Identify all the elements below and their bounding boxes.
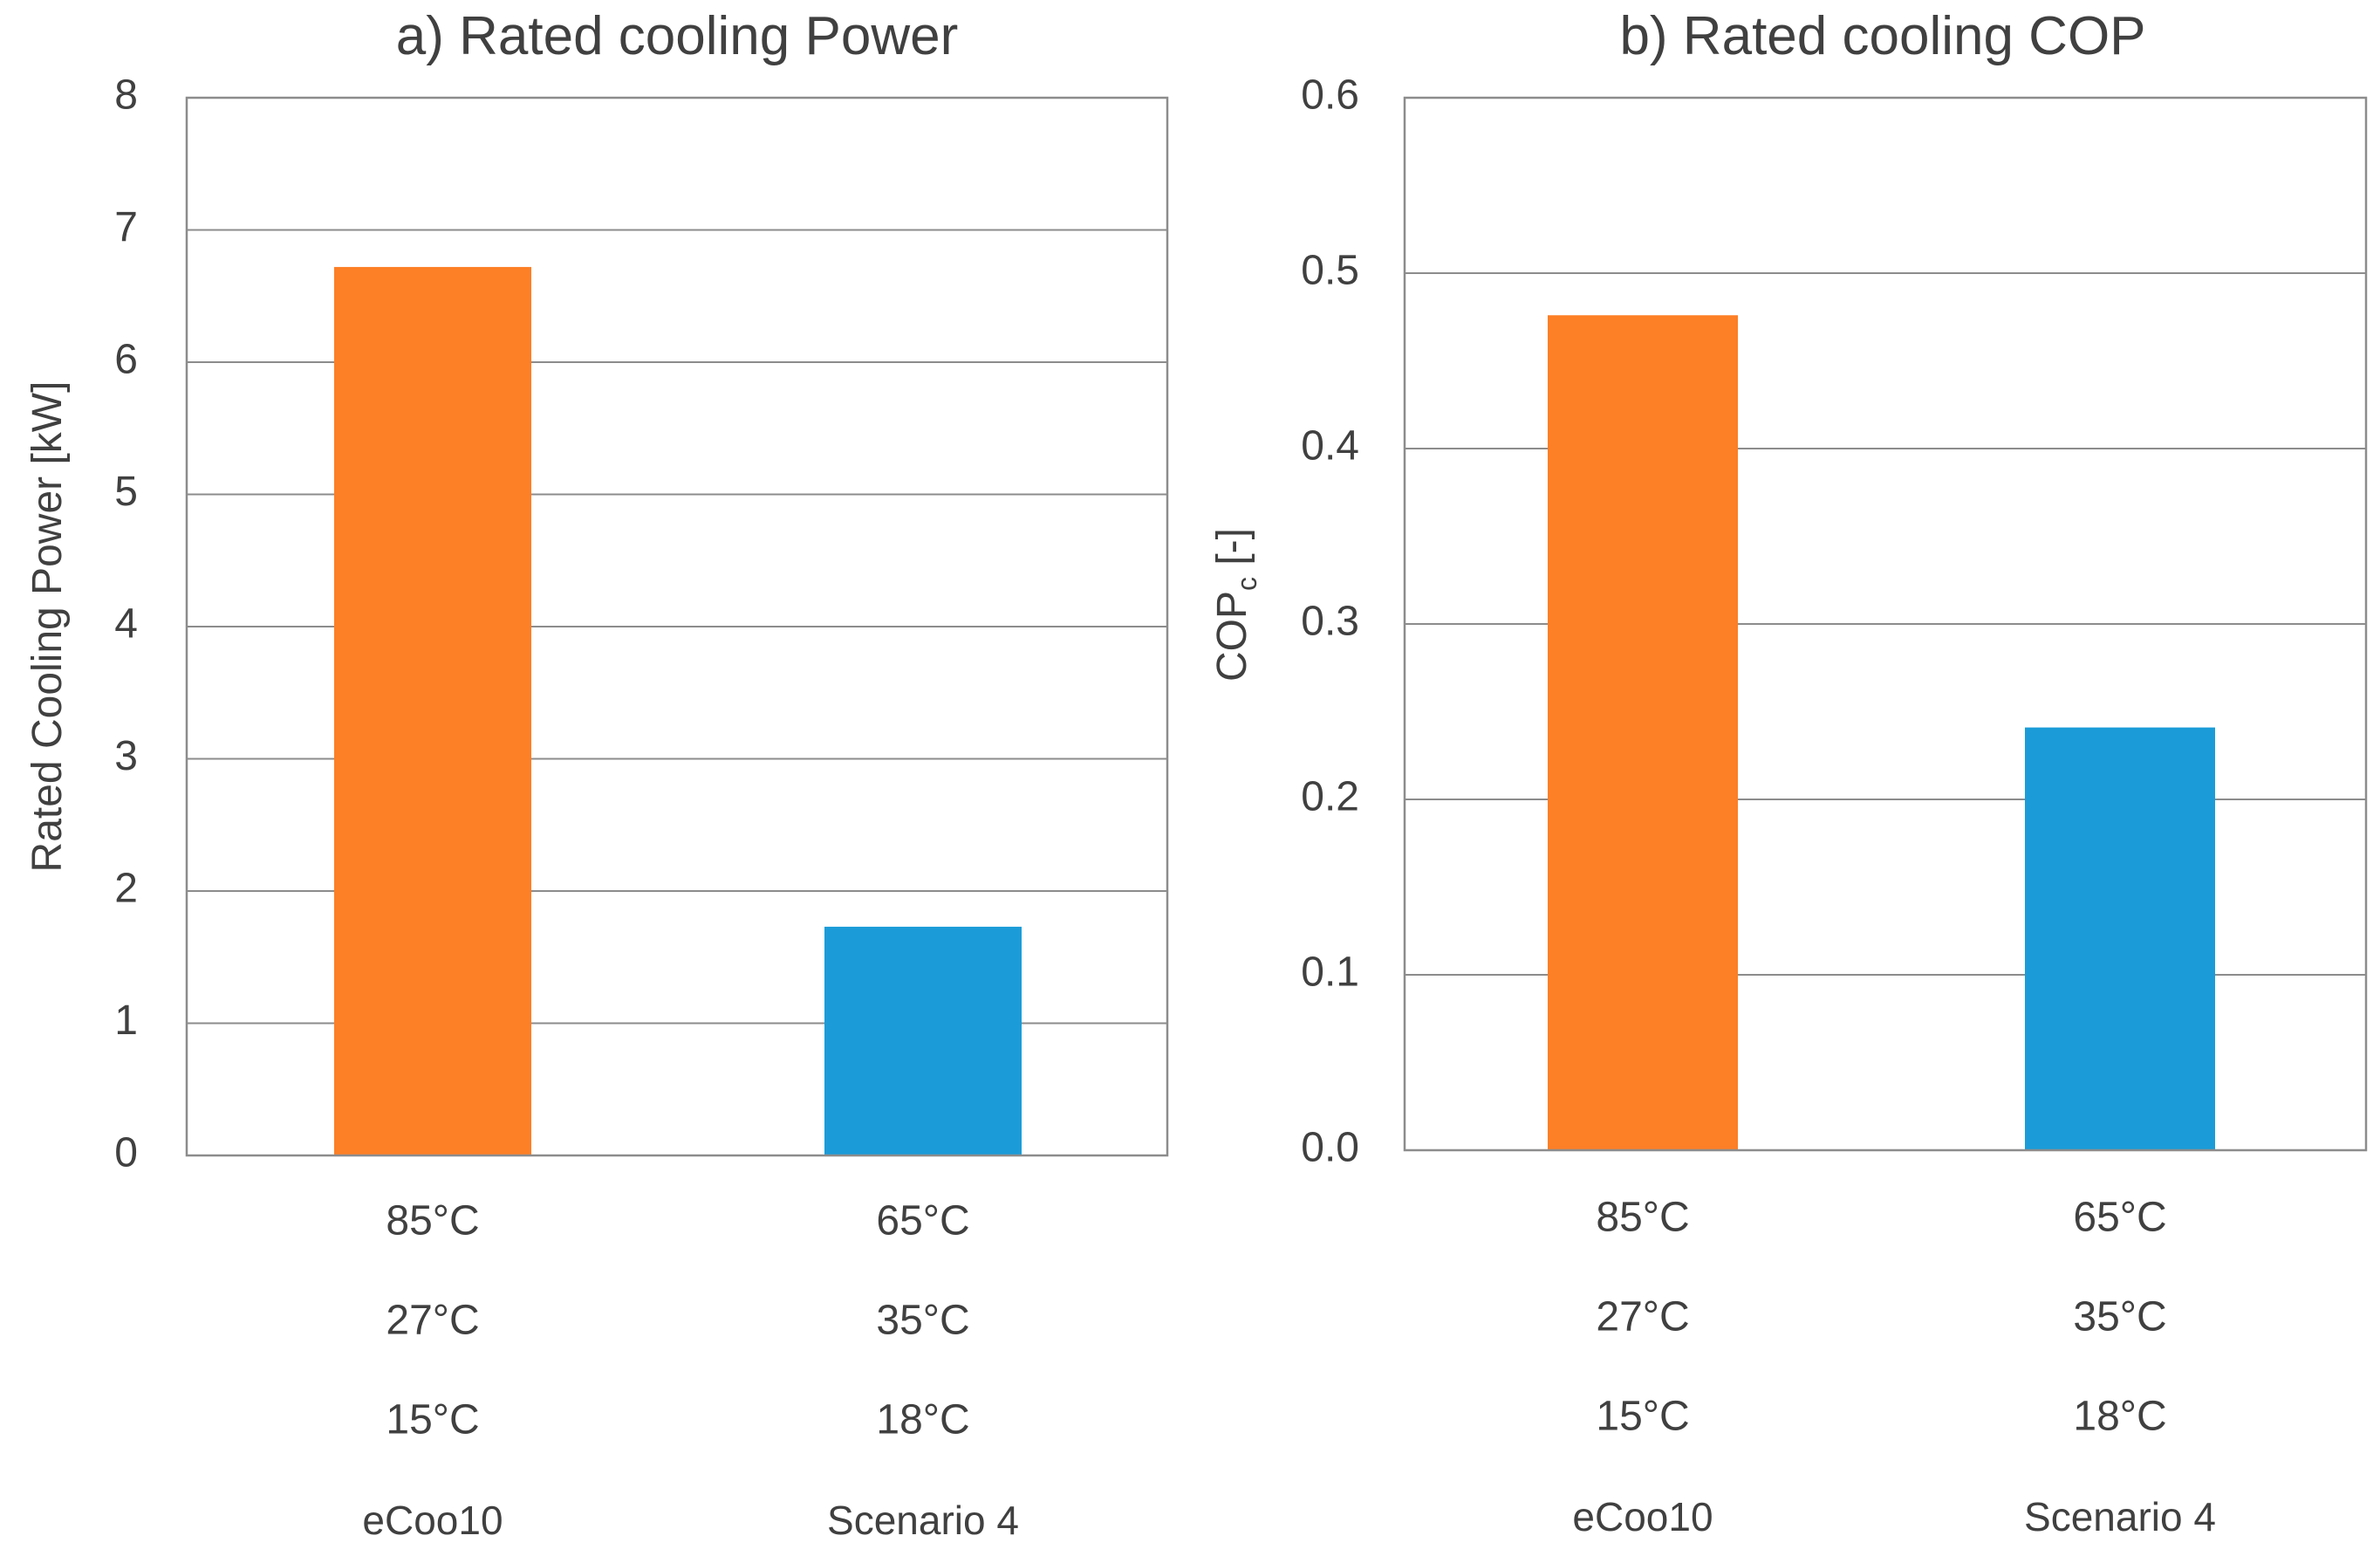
y-tick-label: 0.4 <box>1301 423 1359 470</box>
chart-a-bars <box>334 266 1022 1155</box>
category-name-label: eCoo10 <box>362 1498 503 1543</box>
y-tick-label: 0.2 <box>1301 774 1359 820</box>
chart-b-category-labels: 85°C 27°C 15°C eCoo10 65°C 35°C 18°C Scenario 4 <box>1572 1195 2216 1539</box>
category-temperature-label: 35°C <box>2073 1294 2166 1340</box>
category-name-label: Scenario 4 <box>827 1498 1019 1543</box>
category-temperature-label: 18°C <box>876 1397 969 1443</box>
y-tick-label: 5 <box>114 469 138 515</box>
chart-a-category-labels: 85°C 27°C 15°C eCoo10 65°C 35°C 18°C Scenario 4 <box>362 1198 1019 1543</box>
chart-a: a) Rated cooling Power 0 1 2 3 4 5 6 7 8 Rated C… <box>24 6 1169 1543</box>
y-tick-label: 0.5 <box>1301 248 1359 294</box>
category-name-label: eCoo10 <box>1572 1494 1713 1539</box>
chart-b-y-axis-subscript: c <box>1231 577 1262 591</box>
chart-b-y-ticks: 0.0 0.1 0.2 0.3 0.4 0.5 0.6 <box>1301 72 1359 1171</box>
category-temperature-label: 65°C <box>876 1198 969 1244</box>
chart-b-title: b) Rated cooling COP <box>1619 6 2145 66</box>
category-temperature-label: 18°C <box>2073 1394 2166 1440</box>
y-tick-label: 0.6 <box>1301 72 1359 119</box>
chart-a-gridlines <box>187 229 1167 1025</box>
chart-b-y-axis-label: COPc [-] <box>1209 528 1262 682</box>
chart-a-plot-frame <box>185 96 1169 1157</box>
chart-a-y-ticks: 0 1 2 3 4 5 6 7 8 <box>114 72 138 1176</box>
y-tick-label: 0.0 <box>1301 1125 1359 1171</box>
bar-ecoo10 <box>1548 315 1738 1150</box>
category-temperature-label: 85°C <box>386 1198 479 1244</box>
chart-a-y-axis-label: Rated Cooling Power [kW] <box>24 381 71 873</box>
y-tick-label: 0.3 <box>1301 599 1359 645</box>
category-temperature-label: 35°C <box>876 1298 969 1344</box>
bar-scenario-4 <box>824 926 1022 1155</box>
y-tick-label: 6 <box>114 337 138 383</box>
y-tick-label: 0.1 <box>1301 949 1359 996</box>
y-tick-label: 4 <box>114 601 138 648</box>
chart-b-bars <box>1548 315 2215 1150</box>
y-tick-label: 2 <box>114 866 138 912</box>
category-temperature-label: 65°C <box>2073 1195 2166 1241</box>
y-tick-label: 0 <box>114 1130 138 1176</box>
y-tick-label: 3 <box>114 733 138 779</box>
y-tick-label: 8 <box>114 72 138 119</box>
category-temperature-label: 85°C <box>1596 1195 1689 1241</box>
y-tick-label: 1 <box>114 997 138 1044</box>
chart-b: b) Rated cooling COP 0.00.10.20.30.40.50… <box>1209 6 2368 1539</box>
y-tick-label: 7 <box>114 204 138 250</box>
category-temperature-label: 27°C <box>1596 1294 1689 1340</box>
category-name-label: Scenario 4 <box>2024 1494 2216 1539</box>
bar-scenario-4 <box>2025 727 2215 1150</box>
chart-a-title: a) Rated cooling Power <box>396 6 958 66</box>
bar-ecoo10 <box>334 266 531 1155</box>
category-temperature-label: 15°C <box>1596 1394 1689 1440</box>
chart-b-plot-frame <box>1403 96 2368 1152</box>
category-temperature-label: 27°C <box>386 1298 479 1344</box>
category-temperature-label: 15°C <box>386 1397 479 1443</box>
